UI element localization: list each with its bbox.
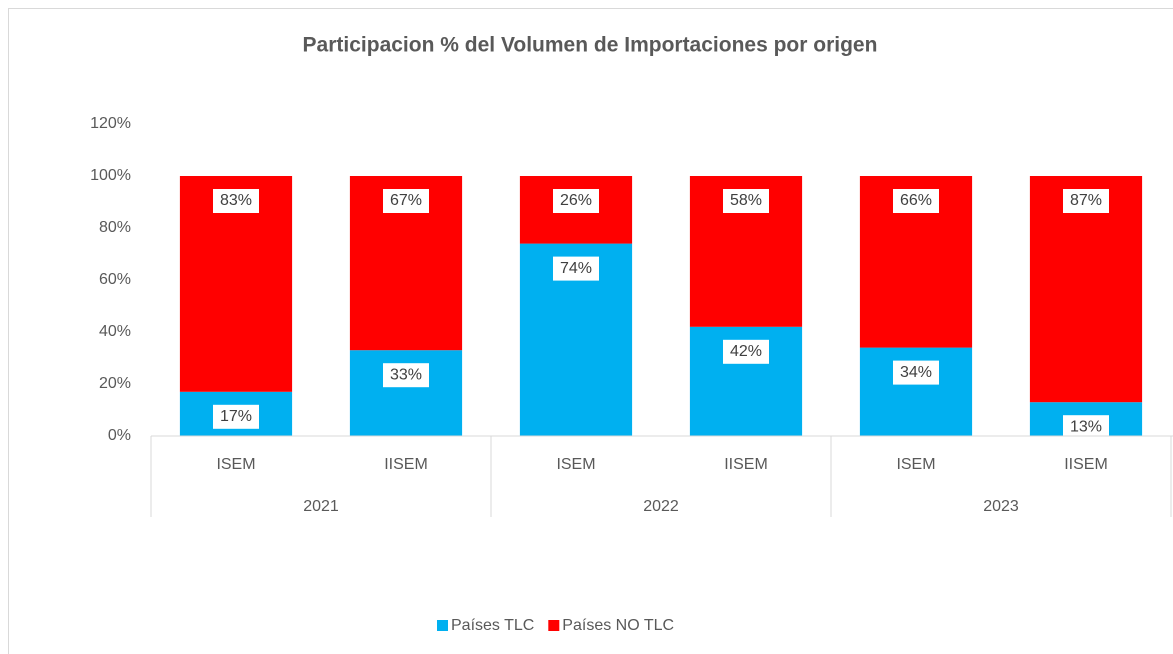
- data-label: 17%: [220, 408, 252, 425]
- y-tick-label: 20%: [99, 375, 131, 392]
- data-label: 58%: [730, 192, 762, 209]
- y-tick-label: 100%: [90, 167, 131, 184]
- group-label: 2021: [303, 498, 339, 515]
- y-tick-label: 120%: [90, 115, 131, 132]
- data-label-box: [723, 339, 769, 364]
- group-label: 2023: [983, 498, 1019, 515]
- x-tick-label: IISEM: [384, 456, 428, 473]
- y-tick-label: 60%: [99, 271, 131, 288]
- data-label-box: [893, 189, 939, 213]
- bar-segment: [1029, 176, 1143, 403]
- y-tick-label: 40%: [99, 323, 131, 340]
- y-tick-label: 80%: [99, 219, 131, 236]
- data-label: 74%: [560, 260, 592, 277]
- data-label-box: [893, 360, 939, 385]
- data-label-box: [383, 189, 429, 213]
- x-tick-label: ISEM: [896, 456, 935, 473]
- x-tick-label: ISEM: [216, 456, 255, 473]
- chart-title: Participacion % del Volumen de Importaci…: [303, 34, 878, 57]
- data-label-box: [213, 404, 259, 429]
- data-label-box: [553, 189, 599, 213]
- x-tick-label: ISEM: [556, 456, 595, 473]
- data-label: 33%: [390, 366, 422, 383]
- legend-label: Países TLC: [451, 617, 534, 634]
- data-label: 87%: [1070, 192, 1102, 209]
- data-label-box: [383, 363, 429, 388]
- data-label-box: [723, 189, 769, 213]
- data-label: 42%: [730, 343, 762, 360]
- group-label: 2022: [643, 498, 679, 515]
- data-label-box: [1063, 189, 1109, 213]
- data-label: 83%: [220, 192, 252, 209]
- data-label-box: [1063, 415, 1109, 440]
- data-label-box: [553, 256, 599, 281]
- data-label: 34%: [900, 364, 932, 381]
- legend-swatch: [548, 620, 560, 631]
- x-tick-label: IISEM: [724, 456, 768, 473]
- legend-label: Países NO TLC: [562, 617, 674, 634]
- y-tick-label: 0%: [108, 427, 131, 444]
- data-label-box: [213, 189, 259, 213]
- data-label: 67%: [390, 192, 422, 209]
- data-label: 66%: [900, 192, 932, 209]
- data-label: 13%: [1070, 418, 1102, 435]
- x-tick-label: IISEM: [1064, 456, 1108, 473]
- legend-swatch: [437, 620, 448, 631]
- data-label: 26%: [560, 192, 592, 209]
- bar-segment: [349, 350, 463, 436]
